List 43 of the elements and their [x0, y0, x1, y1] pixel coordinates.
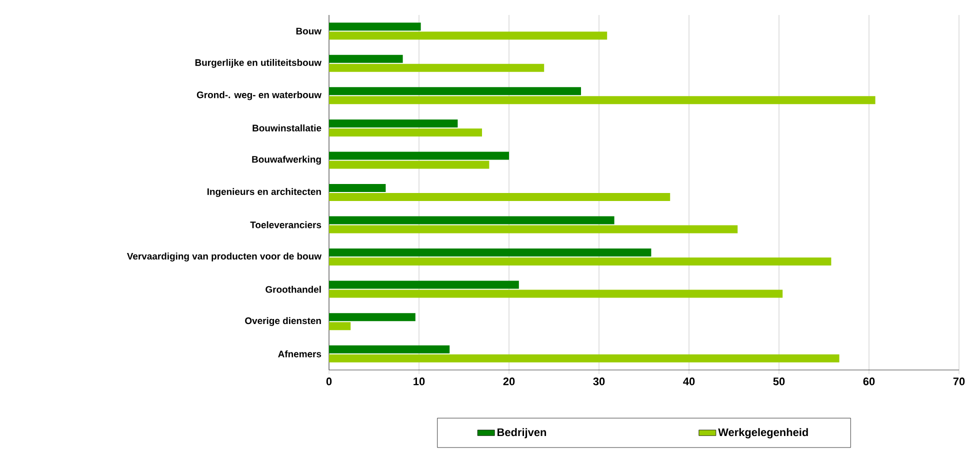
bar	[329, 119, 458, 128]
x-tick-label: 50	[773, 378, 785, 386]
x-tick-label: 40	[683, 378, 695, 386]
bar	[329, 225, 738, 234]
bar	[329, 322, 351, 330]
bar	[329, 152, 510, 160]
bar	[329, 216, 614, 224]
bar	[329, 258, 832, 266]
bar	[329, 313, 416, 322]
y-tick-label: Bouw	[296, 28, 322, 34]
y-tick-label: Vervaardiging van producten voor de bouw	[126, 252, 322, 262]
y-tick-label: Bouwafwerking	[252, 156, 321, 165]
bar	[329, 96, 876, 104]
bar	[329, 192, 670, 201]
bar	[329, 160, 490, 169]
y-tick-label: Bouwinstallatie	[252, 124, 322, 132]
y-tick-label: Afnemers	[278, 350, 322, 358]
bar	[329, 248, 652, 257]
x-tick-label: 20	[503, 378, 515, 386]
y-tick-label: Burgerlijke en utiliteitsbouw	[195, 58, 322, 68]
x-tick-label: 30	[593, 378, 605, 386]
x-tick-label: 10	[414, 378, 425, 386]
bar	[329, 32, 608, 40]
bar	[329, 290, 783, 298]
bar	[329, 64, 544, 72]
bar	[329, 280, 519, 289]
bar	[329, 87, 582, 96]
legend-label: Werkgelegenheid	[718, 428, 808, 438]
bar	[329, 345, 450, 354]
y-tick-label: Overige diensten	[245, 317, 321, 326]
x-tick-label: 60	[863, 378, 875, 386]
y-tick-label: Groothandel	[266, 286, 321, 293]
x-tick-label: 70	[953, 378, 965, 386]
bar	[329, 184, 386, 192]
y-tick-label: Grond-. weg- en waterbouw	[196, 91, 322, 100]
bar	[329, 54, 403, 63]
legend-label: Bedrijven	[498, 428, 546, 438]
y-tick-label: Ingenieurs en architecten	[207, 188, 321, 197]
x-tick-label: 0	[326, 378, 332, 386]
bar	[329, 128, 482, 136]
bar	[329, 354, 840, 362]
y-tick-label: Toeleveranciers	[250, 221, 322, 228]
bar	[329, 22, 421, 31]
